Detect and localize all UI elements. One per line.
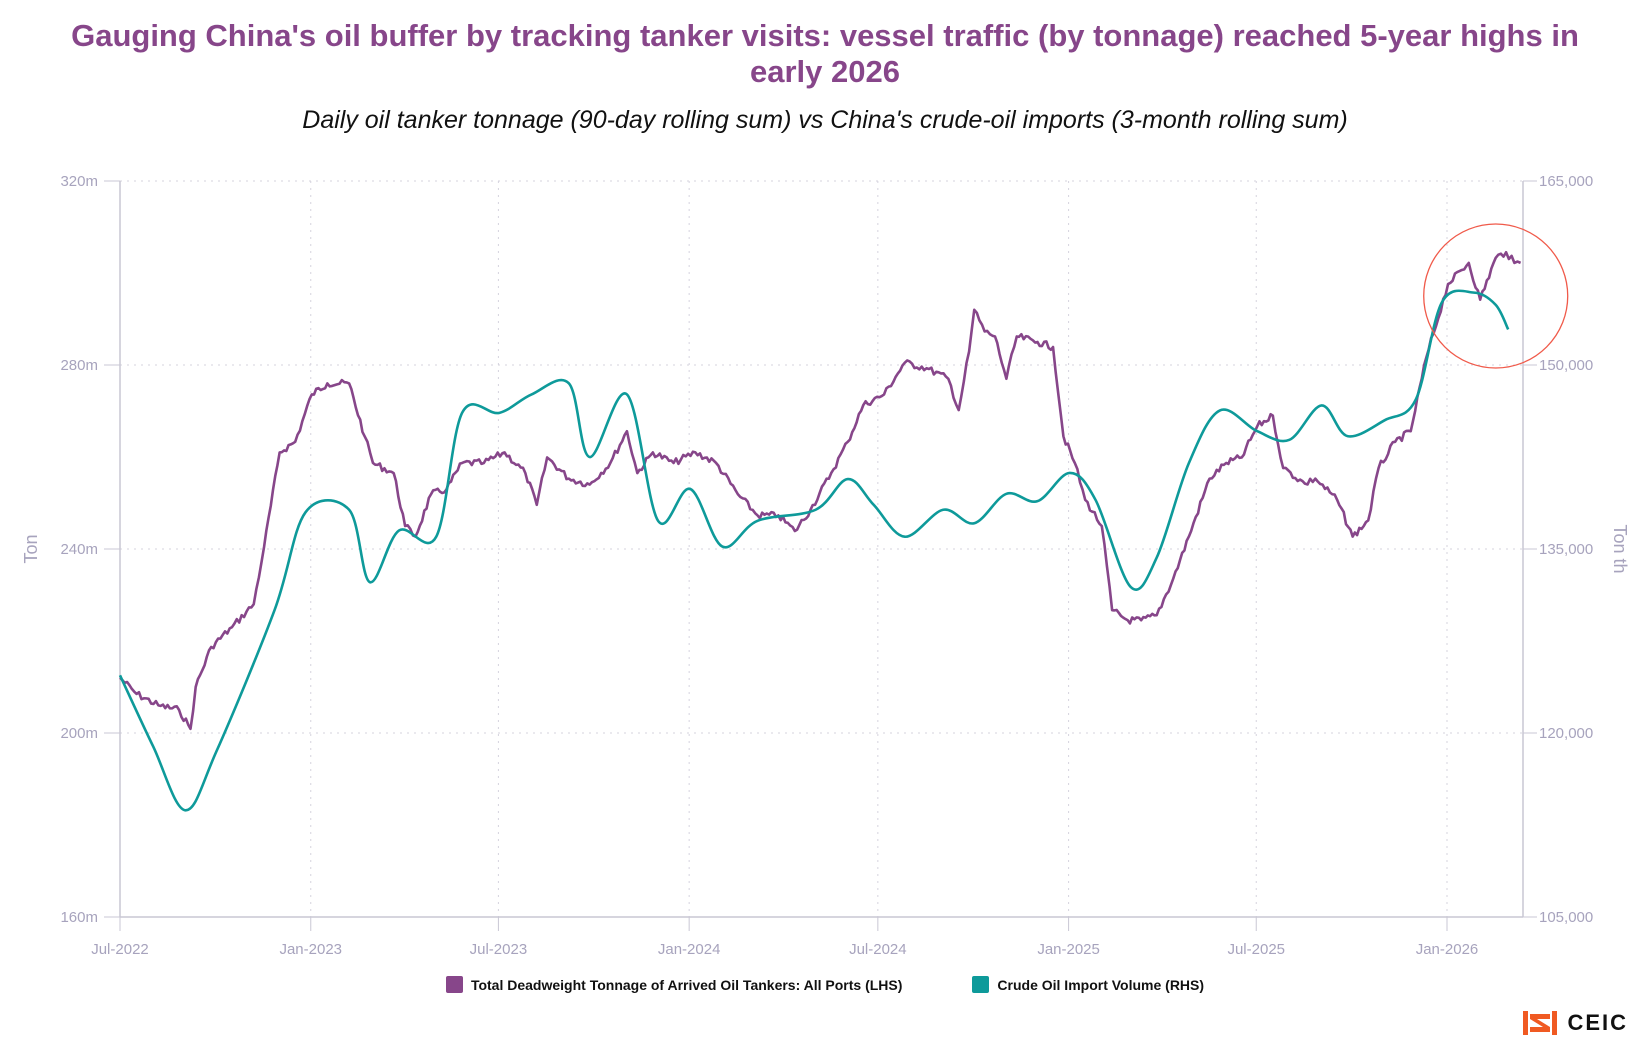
x-tick-label: Jan-2024 [658,941,721,958]
ceic-logo-icon [1523,1011,1558,1035]
x-tick-label: Jul-2025 [1227,941,1285,958]
y-right-tick-label: 120,000 [1539,725,1593,742]
x-tick-label: Jan-2023 [279,941,342,958]
legend-label-imports: Crude Oil Import Volume (RHS) [997,976,1205,993]
x-tick-label: Jul-2022 [91,941,149,958]
x-tick-label: Jul-2024 [849,941,907,958]
y-right-tick-label: 105,000 [1539,909,1593,926]
chart-area: 160m 200m 240m 280m 320m 105,000 120,000 135,00… [21,173,1630,958]
y-right-tick-label: 150,000 [1539,357,1593,374]
y-left-tick-label: 200m [60,725,98,742]
chart-subtitle: Daily oil tanker tonnage (90-day rolling… [302,106,1348,134]
legend-swatch-tonnage [445,976,463,993]
legend: Total Deadweight Tonnage of Arrived Oil … [0,976,1650,993]
legend-label-tonnage: Total Deadweight Tonnage of Arrived Oil … [470,976,903,993]
y-left-tick-label: 320m [60,173,98,190]
legend-item-tonnage[interactable]: Total Deadweight Tonnage of Arrived Oil … [445,976,903,993]
chart-title: Gauging China's oil buffer by tracking t… [71,18,1579,89]
y-left-axis-title: Ton [21,534,41,563]
ceic-logo-text: CEIC [1567,1010,1628,1035]
legend-item-imports[interactable]: Crude Oil Import Volume (RHS) [972,976,1204,993]
highlight-circle [1423,223,1569,369]
y-left-tick-label: 280m [60,357,98,374]
y-right-axis-title: Ton th [1610,524,1630,573]
ceic-logo: CEIC [1523,1010,1628,1036]
series-line-tonnage [119,251,1522,731]
series-line-imports [118,289,1510,812]
x-tick-label: Jul-2023 [470,941,528,958]
legend-swatch-imports [972,976,990,993]
x-tick-label: Jan-2026 [1416,941,1479,958]
y-left-tick-label: 240m [60,541,98,558]
y-right-tick-label: 135,000 [1539,541,1593,558]
y-left-tick-label: 160m [60,909,98,926]
x-tick-label: Jan-2025 [1037,941,1100,958]
y-right-tick-label: 165,000 [1539,173,1593,190]
